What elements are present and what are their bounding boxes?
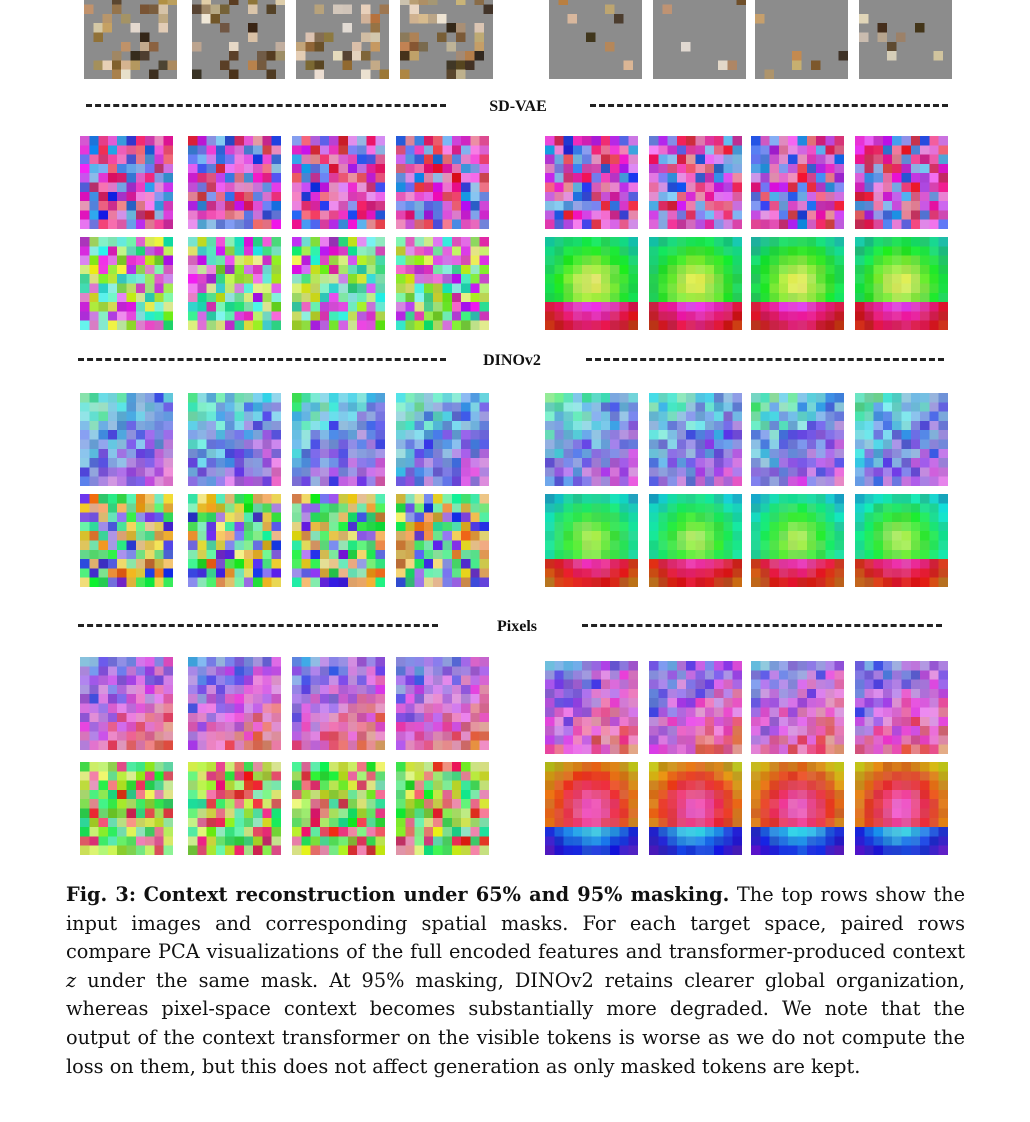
pca-context-map	[292, 237, 385, 330]
caption-variable: z	[66, 968, 77, 992]
pca-feature-map	[751, 661, 844, 754]
pca-feature-map	[545, 393, 638, 486]
pca-context-map	[292, 494, 385, 587]
pca-context-map	[751, 762, 844, 855]
pca-context-map	[545, 494, 638, 587]
masked-input-image	[296, 0, 389, 79]
caption-label: Fig. 3:	[66, 883, 136, 906]
pca-context-map	[751, 237, 844, 330]
pca-context-map	[188, 494, 281, 587]
pca-context-map	[396, 494, 489, 587]
pca-context-map	[188, 762, 281, 855]
pca-context-map	[855, 237, 948, 330]
pca-feature-map	[649, 661, 742, 754]
caption-text: under the same mask. At 95% masking, DIN…	[66, 968, 965, 1078]
separator-line	[78, 358, 446, 361]
pca-feature-map	[292, 393, 385, 486]
pca-feature-map	[188, 657, 281, 750]
pca-feature-map	[855, 393, 948, 486]
pca-context-map	[545, 762, 638, 855]
pca-context-map	[751, 494, 844, 587]
caption-text: The top rows show the input images and c…	[66, 883, 965, 964]
pca-context-map	[649, 762, 742, 855]
separator-line	[582, 624, 942, 627]
pca-context-map	[545, 237, 638, 330]
pca-feature-map	[292, 657, 385, 750]
pca-context-map	[396, 762, 489, 855]
pca-context-map	[649, 237, 742, 330]
pca-feature-map	[80, 393, 173, 486]
pca-feature-map	[188, 136, 281, 229]
separator-line	[78, 624, 438, 627]
pca-feature-map	[751, 393, 844, 486]
pca-context-map	[80, 237, 173, 330]
caption-title: Context reconstruction under 65% and 95%…	[143, 883, 730, 906]
pca-context-map	[80, 494, 173, 587]
pca-feature-map	[855, 136, 948, 229]
pca-context-map	[855, 494, 948, 587]
masked-input-image	[400, 0, 493, 79]
separator-line	[586, 358, 944, 361]
pca-feature-map	[80, 136, 173, 229]
masked-input-image	[84, 0, 177, 79]
separator-line	[590, 104, 948, 107]
pca-context-map	[292, 762, 385, 855]
section-label-pixels: Pixels	[497, 618, 537, 635]
masked-input-image	[549, 0, 642, 79]
pca-feature-map	[545, 661, 638, 754]
separator-line	[86, 104, 446, 107]
pca-feature-map	[80, 657, 173, 750]
masked-input-image	[192, 0, 285, 79]
pca-feature-map	[649, 136, 742, 229]
pca-context-map	[649, 494, 742, 587]
pca-feature-map	[545, 136, 638, 229]
pca-feature-map	[649, 393, 742, 486]
pca-feature-map	[396, 136, 489, 229]
pca-feature-map	[751, 136, 844, 229]
pca-feature-map	[855, 661, 948, 754]
figure-caption: Fig. 3: Context reconstruction under 65%…	[66, 881, 965, 1081]
pca-context-map	[396, 237, 489, 330]
pca-context-map	[188, 237, 281, 330]
pca-feature-map	[396, 657, 489, 750]
pca-context-map	[80, 762, 173, 855]
pca-feature-map	[292, 136, 385, 229]
pca-context-map	[855, 762, 948, 855]
masked-input-image	[859, 0, 952, 79]
section-label-sd-vae: SD-VAE	[489, 98, 547, 115]
section-label-dinov2: DINOv2	[483, 352, 541, 369]
pca-feature-map	[396, 393, 489, 486]
masked-input-image	[755, 0, 848, 79]
pca-feature-map	[188, 393, 281, 486]
masked-input-image	[653, 0, 746, 79]
